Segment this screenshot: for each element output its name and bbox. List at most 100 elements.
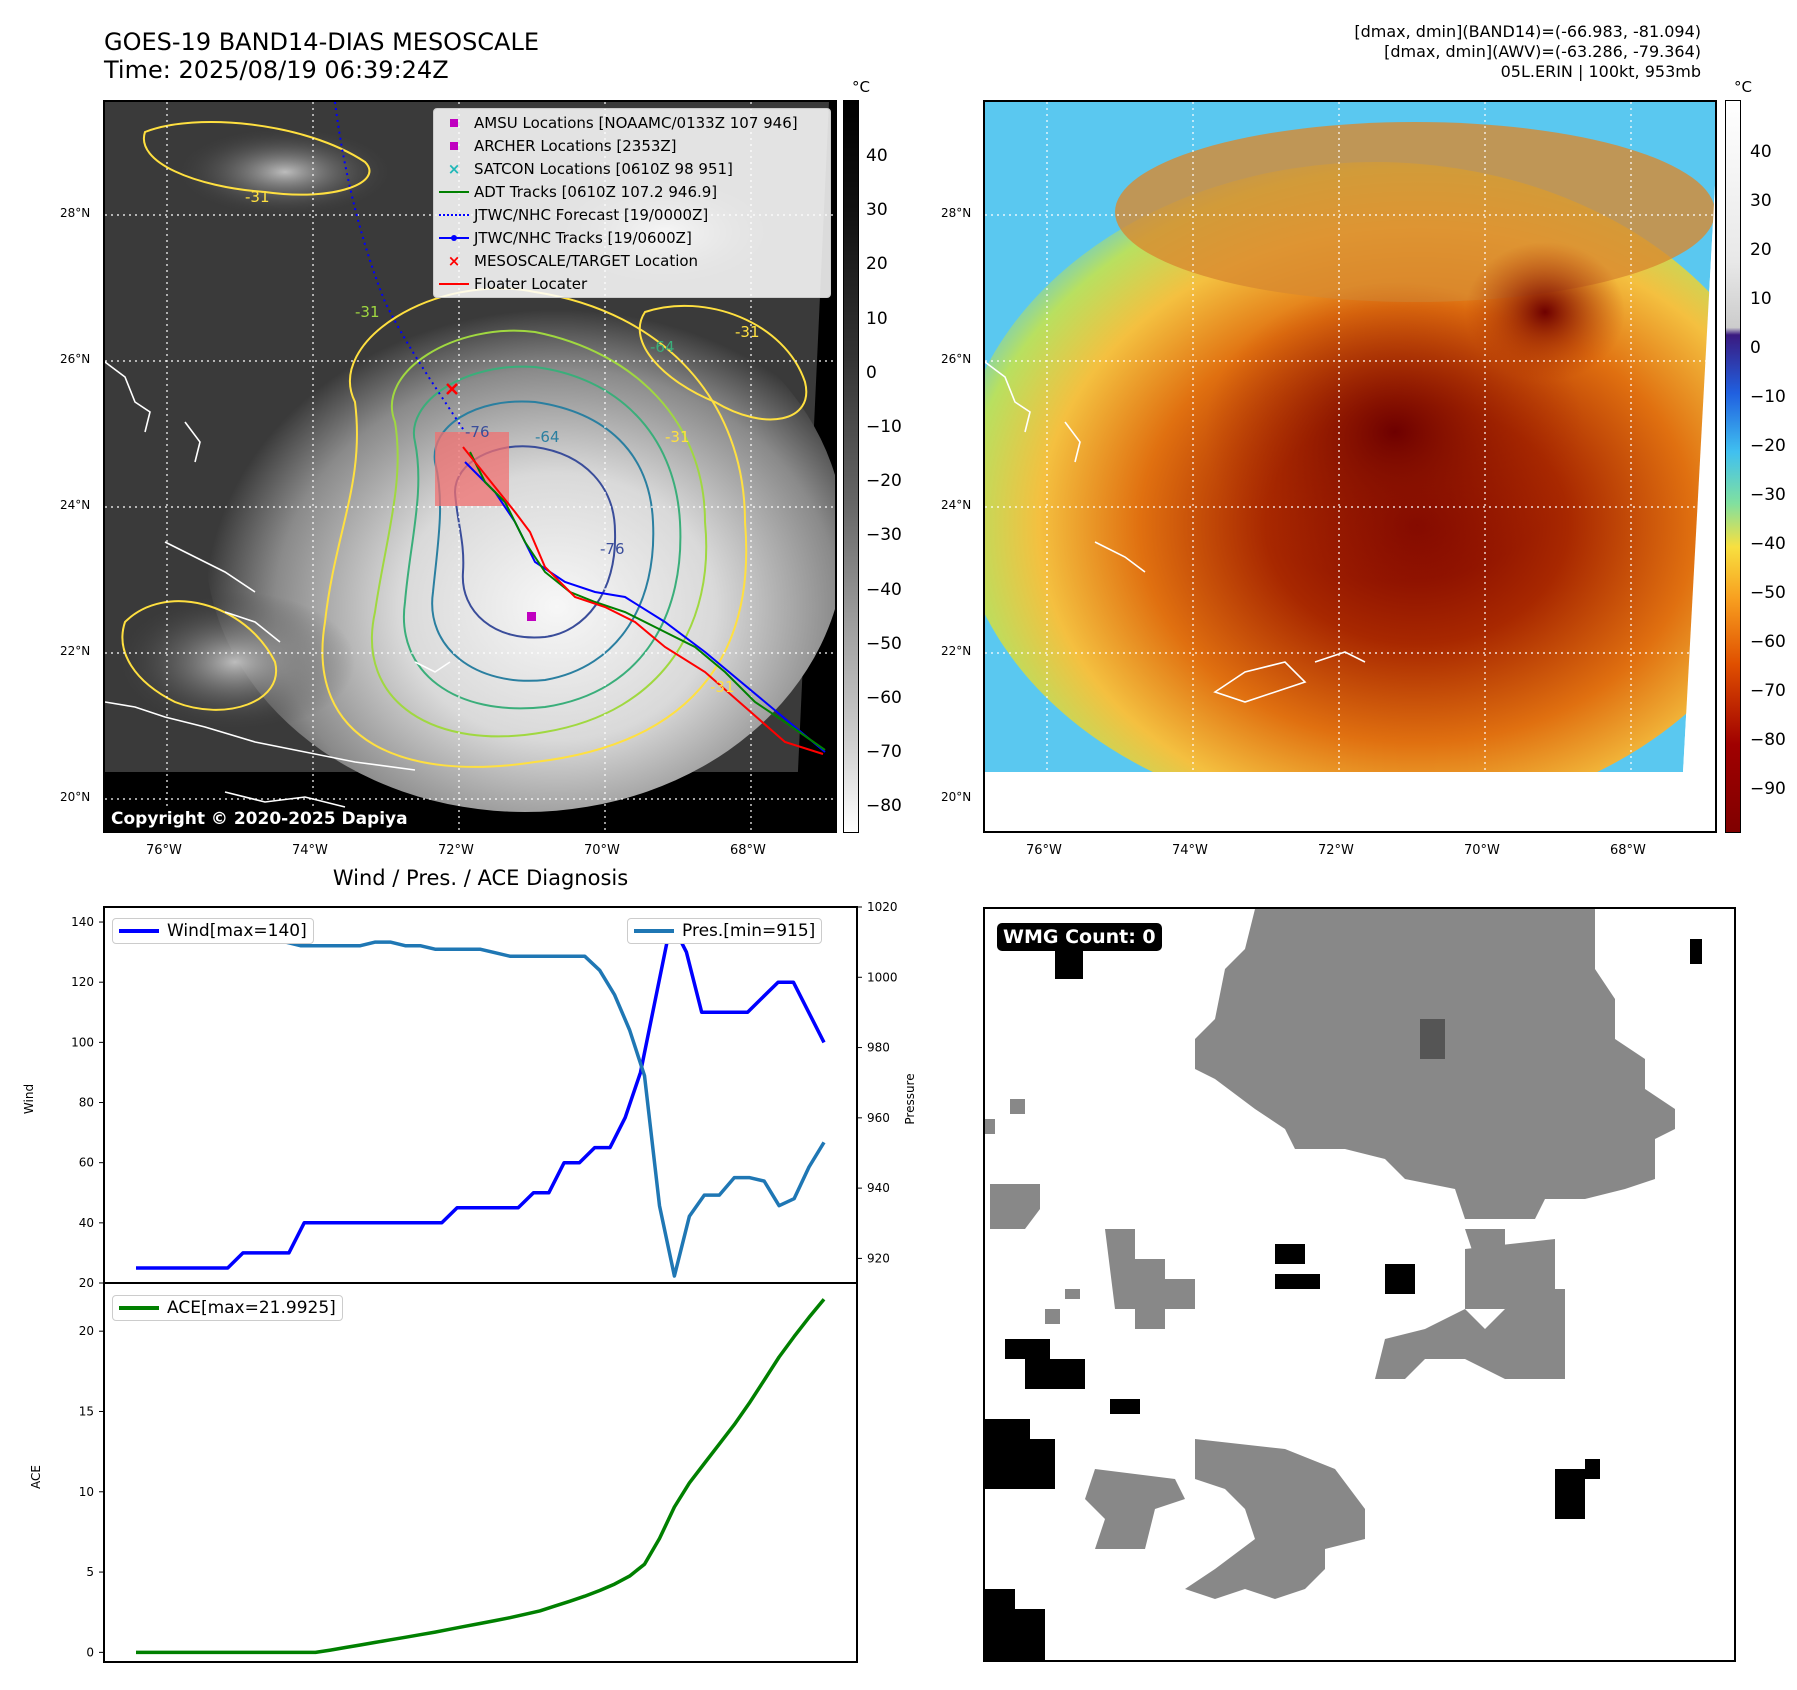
pressure-series-line — [136, 926, 826, 1278]
ace-axes-frame — [103, 1282, 858, 1663]
awv-color-map — [983, 100, 1717, 833]
pressure-tick-label: 1000 — [867, 970, 898, 984]
diagnosis-title: Wind / Pres. / ACE Diagnosis — [332, 866, 629, 890]
legend-item-amsu: AMSU Locations [NOAAMC/0133Z 107 946] — [434, 111, 830, 134]
color-colorbar-tick: 10 — [1750, 289, 1772, 309]
contour-label: -64 — [650, 338, 675, 356]
color-colorbar-unit: °C — [1734, 78, 1752, 96]
wmg-classification-grid — [985, 909, 1702, 1660]
gray-colorbar-tick: 10 — [866, 308, 888, 329]
color-colorbar-tick: −20 — [1750, 436, 1786, 456]
contour-label: -31 — [245, 188, 270, 206]
mesoscale-target-marker — [446, 383, 458, 395]
lat-label-20n: 20°N — [60, 790, 91, 804]
color-colorbar-tick: −80 — [1750, 730, 1786, 750]
jtwc-forecast-track — [334, 102, 466, 433]
wind-tick-label: 40 — [79, 1216, 94, 1230]
ace-series-line — [136, 1298, 826, 1655]
lat-label-24n: 24°N — [60, 498, 91, 512]
legend-item-satcon: × SATCON Locations [0610Z 98 951] — [447, 159, 733, 178]
wmg-panel: WMG Count: 0 — [983, 907, 1736, 1662]
pressure-tick-label: 920 — [867, 1251, 890, 1265]
wind-tick-label: 140 — [71, 915, 94, 929]
pressure-axis-label: Pressure — [903, 1073, 917, 1125]
color-colorbar-tick: 20 — [1750, 240, 1772, 260]
contour-label: -31 — [710, 678, 735, 696]
ace-tick-label: 5 — [86, 1565, 94, 1579]
color-colorbar-tick: 40 — [1750, 142, 1772, 162]
lat-label-28n: 28°N — [941, 206, 972, 220]
ace-tick-label: 15 — [79, 1404, 94, 1418]
lat-label-22n: 22°N — [941, 644, 972, 658]
archer-location-marker — [527, 612, 536, 621]
wind-tick-label: 100 — [71, 1035, 94, 1049]
gray-colorbar-tick: 20 — [866, 254, 888, 275]
ace-tick-label: 20 — [79, 1324, 94, 1338]
contour-label: -76 — [600, 540, 625, 558]
ace-legend: ACE[max=21.9925] — [112, 1295, 343, 1321]
contour-label: -76 — [465, 423, 490, 441]
lon-label-76w: 76°W — [1026, 843, 1062, 858]
legend-item-jtwc-forecast: JTWC/NHC Forecast [19/0000Z] — [434, 203, 830, 226]
pressure-tick-label: 940 — [867, 1181, 890, 1195]
contour-label: -64 — [535, 428, 560, 446]
color-colorbar-tick: −60 — [1750, 632, 1786, 652]
gray-colorbar — [843, 100, 859, 833]
lon-label-72w: 72°W — [438, 843, 474, 858]
lat-label-20n: 20°N — [941, 790, 972, 804]
gray-colorbar-tick: −10 — [866, 417, 902, 437]
info-line-3: 05L.ERIN | 100kt, 953mb — [1500, 62, 1701, 81]
ace-tick-label: 0 — [86, 1645, 94, 1659]
color-colorbar-tick: −50 — [1750, 583, 1786, 603]
lat-label-22n: 22°N — [60, 644, 91, 658]
gray-colorbar-tick: −80 — [866, 796, 902, 817]
wind-axis-label: Wind — [22, 1083, 37, 1115]
wind-legend: Wind[max=140] — [112, 918, 314, 944]
gray-colorbar-tick: −50 — [866, 633, 902, 654]
lon-label-68w: 68°W — [730, 843, 766, 858]
color-colorbar-tick: −90 — [1750, 779, 1786, 799]
map-legend: AMSU Locations [NOAAMC/0133Z 107 946] AR… — [433, 108, 831, 298]
jtwc-nhc-track — [464, 461, 826, 753]
gray-colorbar-tick: −70 — [866, 742, 902, 763]
wind-tick-label: 60 — [79, 1156, 94, 1170]
wind-tick-label: 80 — [79, 1096, 94, 1110]
color-colorbar-tick: 0 — [1750, 338, 1761, 358]
gray-colorbar-unit: °C — [852, 78, 870, 96]
color-colorbar-tick: −30 — [1750, 485, 1786, 505]
info-line-1: [dmax, dmin](BAND14)=(-66.983, -81.094) — [1354, 22, 1701, 41]
legend-item-archer: ARCHER Locations [2353Z] — [434, 134, 830, 157]
lon-label-70w: 70°W — [1464, 843, 1500, 858]
copyright-label: Copyright © 2020-2025 Dapiya — [107, 808, 412, 830]
pressure-legend: Pres.[min=915] — [627, 918, 823, 944]
wind-pressure-axes-frame — [103, 906, 858, 1284]
ace-axis-label: ACE — [28, 1465, 43, 1489]
pressure-tick-label: 960 — [867, 1111, 890, 1125]
wmg-count-badge: WMG Count: 0 — [997, 923, 1162, 951]
title-line-2: Time: 2025/08/19 06:39:24Z — [104, 56, 449, 84]
color-colorbar-tick: 30 — [1750, 191, 1772, 211]
adt-track — [469, 451, 826, 751]
floater-locater-track — [462, 446, 824, 755]
lat-label-26n: 26°N — [60, 352, 91, 366]
color-colorbar-tick: −70 — [1750, 681, 1786, 701]
gray-colorbar-tick: 0 — [866, 362, 877, 383]
gray-colorbar-tick: −20 — [866, 471, 902, 492]
contour-label: -31 — [735, 323, 760, 341]
contour-label: -31 — [355, 303, 380, 321]
gray-colorbar-tick: −60 — [866, 688, 902, 708]
lat-label-26n: 26°N — [941, 352, 972, 366]
title-line-1: GOES-19 BAND14-DIAS MESOSCALE — [104, 28, 540, 56]
color-colorbar — [1725, 100, 1741, 833]
lon-label-68w: 68°W — [1610, 843, 1646, 858]
legend-item-mesoscale-target: × MESOSCALE/TARGET Location — [447, 251, 699, 270]
legend-item-floater: Floater Locater — [434, 272, 830, 295]
gray-colorbar-tick: −30 — [866, 525, 902, 546]
wind-series-line — [136, 920, 826, 1270]
legend-item-adt: ADT Tracks [0610Z 107.2 946.9] — [434, 180, 830, 203]
lat-label-24n: 24°N — [941, 498, 972, 512]
wind-pressure-ace-chart: 1401201008060402010201000980960940920201… — [71, 900, 898, 1663]
lat-label-28n: 28°N — [60, 206, 91, 220]
lon-label-70w: 70°W — [584, 843, 620, 858]
map-gridlines — [985, 102, 1715, 831]
